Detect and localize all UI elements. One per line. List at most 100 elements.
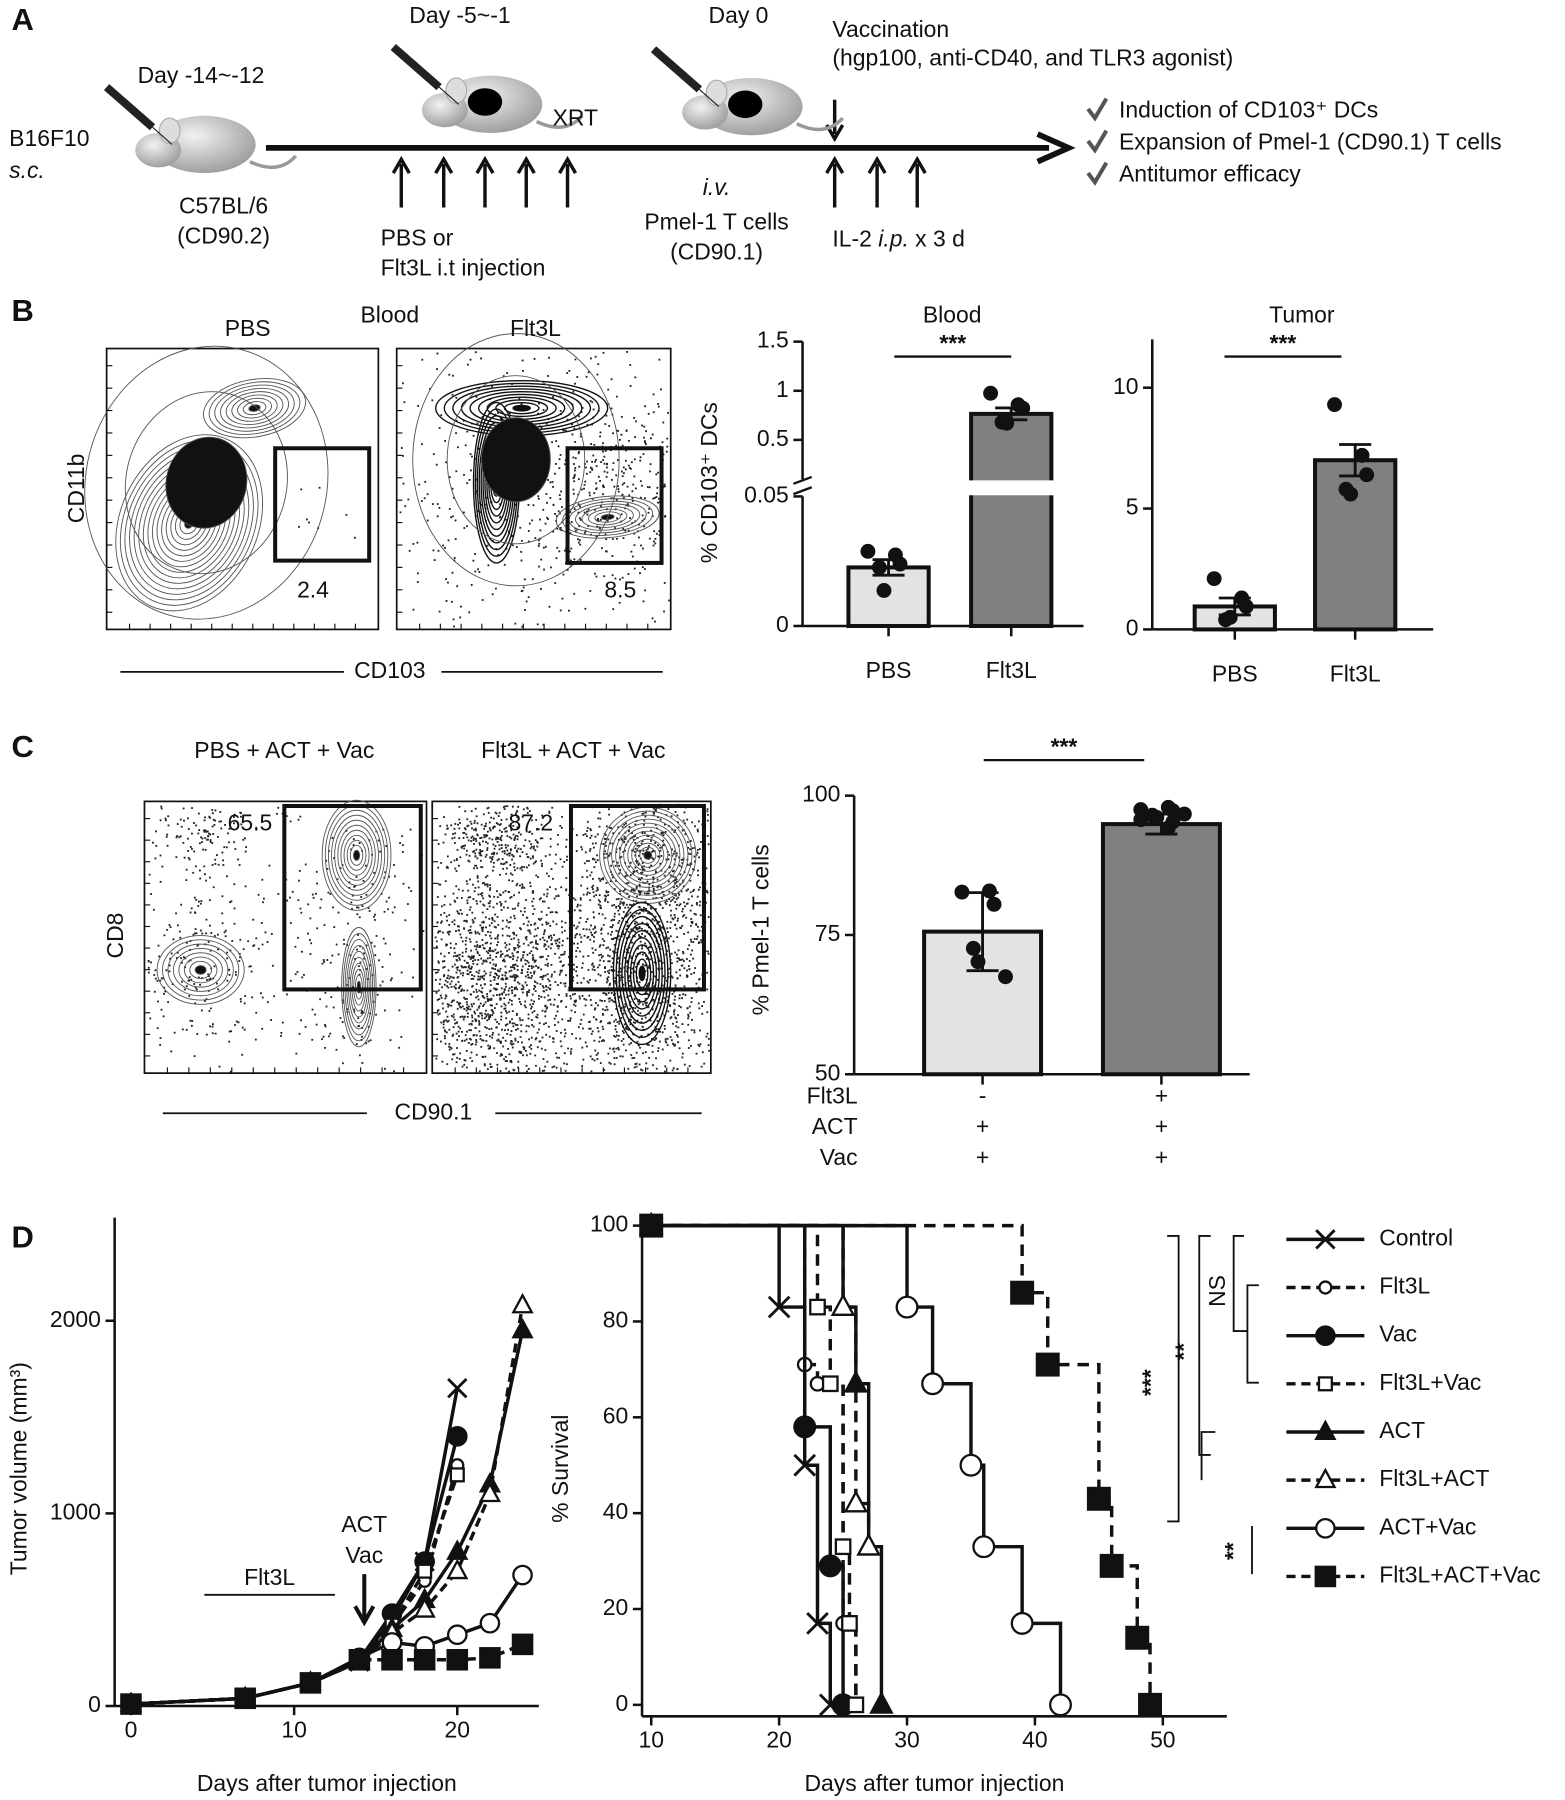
event-dot [255, 1011, 258, 1014]
event-dot [591, 888, 594, 891]
event-dot [542, 900, 544, 903]
event-dot [625, 1025, 628, 1028]
legend-label: Vac [1379, 1321, 1417, 1347]
factor-name: Flt3L [807, 1082, 858, 1108]
event-dot [635, 912, 638, 915]
event-dot [534, 1038, 537, 1041]
event-dot [594, 835, 597, 838]
event-dot [652, 811, 655, 814]
event-dot [605, 947, 608, 950]
event-dot [491, 838, 494, 841]
marker [446, 1624, 468, 1646]
event-dot [695, 982, 698, 985]
event-dot [451, 487, 454, 490]
event-dot [469, 925, 472, 928]
event-dot [221, 851, 224, 854]
event-dot [683, 933, 686, 935]
event-dot [549, 925, 552, 927]
event-dot [485, 834, 487, 836]
event-dot [270, 933, 273, 935]
event-dot [608, 424, 611, 427]
event-dot [555, 895, 558, 898]
event-dot [333, 857, 335, 860]
event-dot [583, 998, 586, 1000]
event-dot [565, 995, 568, 997]
event-dot [691, 895, 693, 898]
event-dot [627, 930, 630, 933]
event-dot [187, 828, 190, 830]
event-dot [501, 977, 504, 980]
event-dot [640, 842, 643, 845]
event-dot [513, 966, 516, 969]
event-dot [696, 830, 699, 833]
x-axis-label: Days after tumor injection [804, 1770, 1064, 1796]
event-dot [690, 1001, 693, 1004]
event-dot [652, 877, 655, 880]
event-dot [492, 1031, 495, 1034]
event-dot [280, 1035, 282, 1037]
event-dot [167, 1001, 169, 1004]
event-dot [610, 864, 613, 867]
event-dot [234, 971, 237, 974]
event-dot [592, 966, 595, 968]
event-dot [404, 919, 407, 922]
event-dot [484, 1001, 487, 1004]
event-dot [453, 919, 456, 922]
event-dot [535, 947, 537, 949]
event-dot [695, 938, 698, 940]
event-dot [626, 1028, 629, 1031]
event-dot [490, 1009, 493, 1012]
event-dot [458, 864, 460, 867]
event-dot [195, 824, 198, 827]
x-tick-label: 40 [1022, 1727, 1048, 1753]
event-dot [584, 529, 587, 532]
event-dot [500, 847, 503, 849]
event-dot [584, 480, 587, 483]
event-dot [475, 1039, 477, 1041]
event-dot [560, 1031, 562, 1034]
event-dot [682, 915, 684, 918]
event-dot [508, 836, 511, 839]
event-dot [485, 835, 488, 838]
event-dot [508, 935, 511, 938]
event-dot [596, 1058, 599, 1060]
event-dot [645, 922, 648, 925]
data-point [1165, 803, 1181, 819]
event-dot [530, 950, 533, 953]
event-dot [373, 871, 376, 874]
event-dot [644, 997, 647, 1000]
event-dot [637, 863, 640, 866]
event-dot [489, 1004, 492, 1007]
event-dot [589, 466, 592, 469]
event-dot [407, 886, 410, 889]
event-dot [517, 1060, 520, 1063]
event-dot [447, 539, 450, 542]
event-dot [463, 927, 465, 930]
event-dot [476, 867, 479, 870]
event-dot [481, 987, 484, 990]
event-dot [500, 834, 503, 837]
axis-break [793, 480, 1075, 496]
event-dot [208, 1010, 211, 1013]
event-dot [443, 1035, 446, 1037]
event-dot [644, 1016, 647, 1019]
event-dot [368, 910, 371, 912]
event-dot [499, 998, 502, 1001]
event-dot [588, 849, 591, 852]
event-dot [602, 450, 604, 453]
event-dot [565, 859, 568, 861]
event-dot [559, 410, 562, 412]
event-dot [155, 845, 158, 847]
event-dot [494, 413, 497, 416]
event-dot [448, 923, 451, 926]
event-dot [188, 976, 191, 979]
event-dot [491, 918, 494, 921]
event-dot [499, 516, 501, 519]
event-dot [536, 943, 539, 946]
event-dot [595, 535, 598, 538]
event-dot [657, 967, 660, 970]
event-dot [451, 571, 454, 574]
event-dot [466, 914, 469, 916]
event-dot [166, 833, 169, 836]
event-dot [600, 956, 603, 959]
